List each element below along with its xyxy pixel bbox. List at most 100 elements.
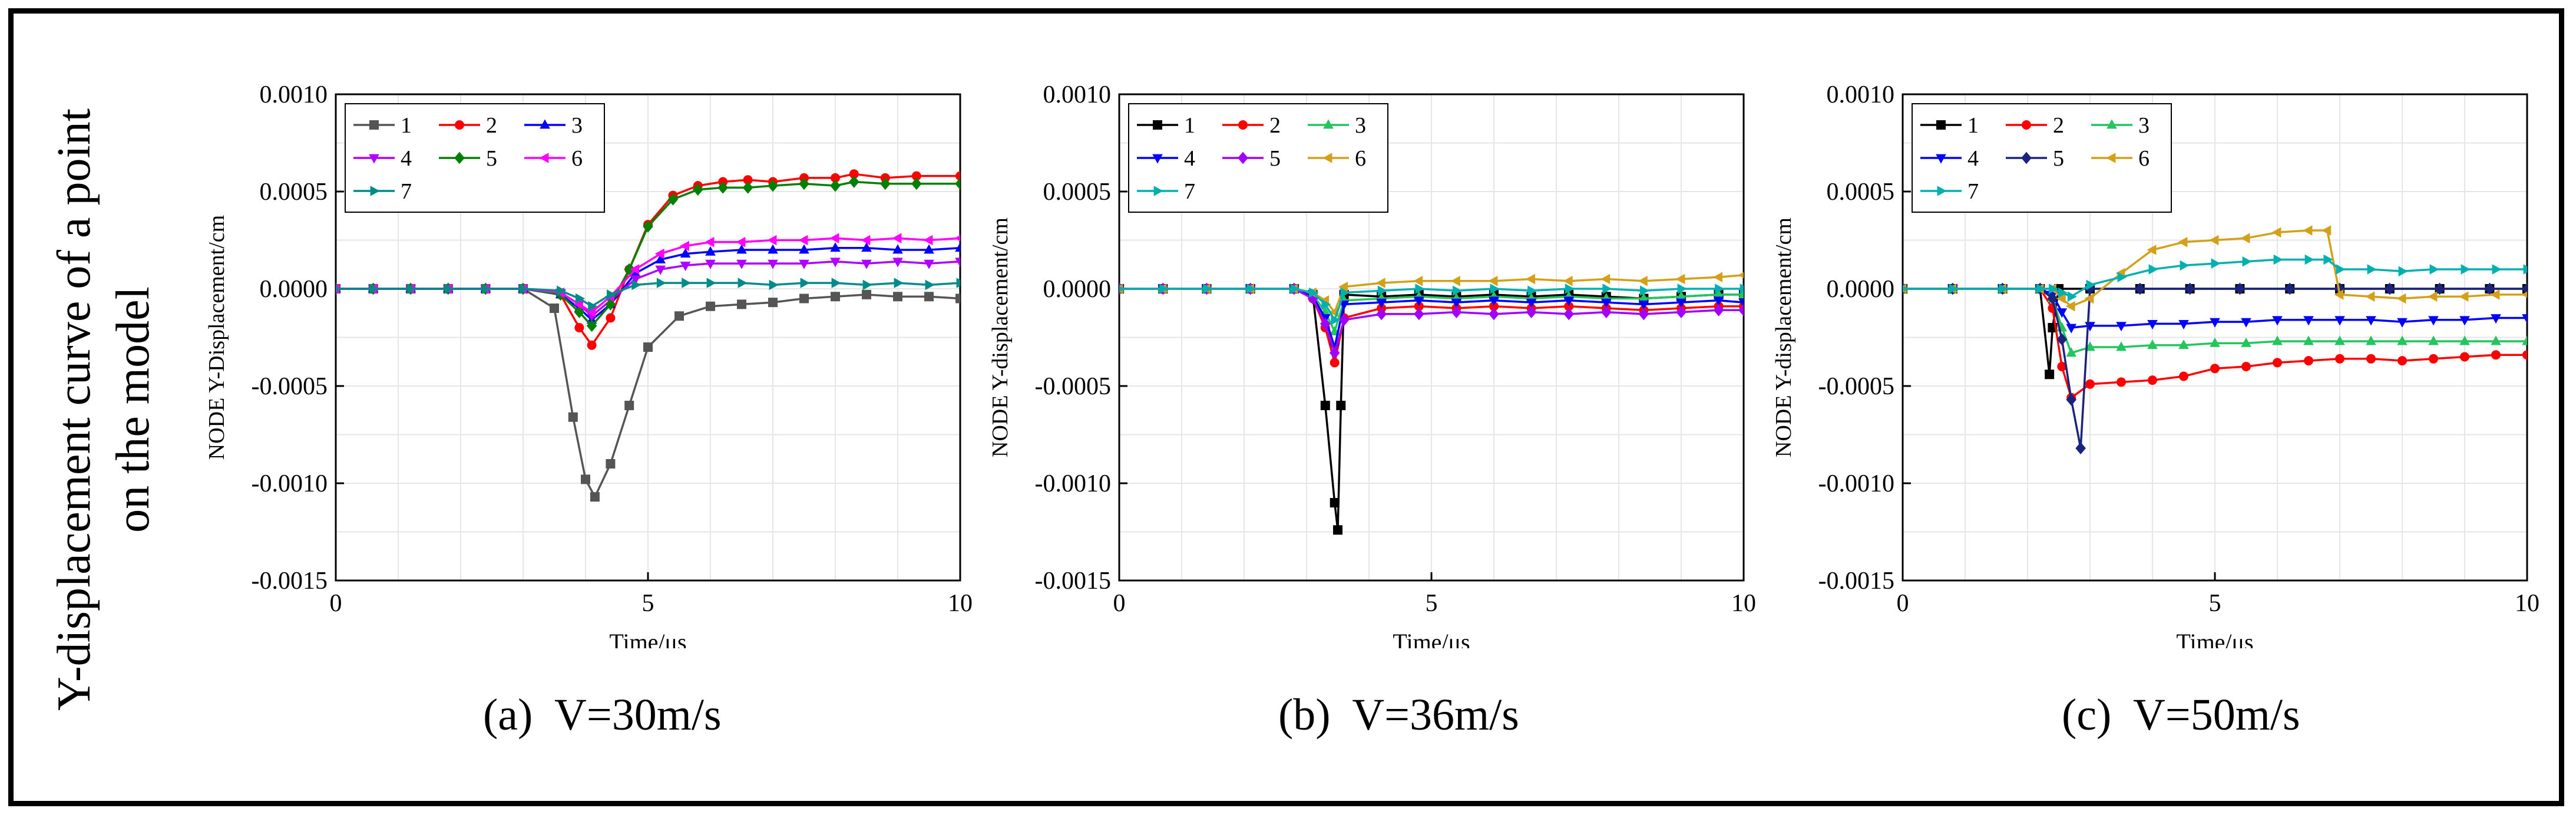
- chart-b: 0.0010 0.0005 0.0000 -0.0005 -0.0010 -0.0015 0…: [978, 59, 1767, 655]
- chart-a-series-6-point: [586, 306, 596, 318]
- chart-b-series-7-point: [1565, 283, 1575, 294]
- chart-a-series-7-point: [656, 278, 666, 288]
- chart-c-series-7: [1903, 254, 2527, 302]
- chart-c-legend-marker-2: [2022, 120, 2031, 130]
- chart-a-series-7-point: [706, 278, 716, 288]
- chart-c-series-2-point: [2398, 356, 2407, 366]
- chart-b-series-6-point: [1450, 276, 1460, 286]
- chart-c-series-2-point: [2148, 375, 2157, 385]
- chart-c-series-3-point: [2272, 335, 2283, 345]
- chart-a-series-7-point: [607, 289, 616, 300]
- chart-c-series-3-point: [2210, 337, 2220, 347]
- chart-c-series-2-point: [2179, 371, 2188, 381]
- chart-c-series-2-point: [2335, 354, 2344, 364]
- chart-c-series-3-point: [2178, 339, 2189, 349]
- chart-c-svg: 0.0010 0.0005 0.0000 -0.0005 -0.0010 -0.00150…: [1771, 81, 2539, 655]
- chart-a-series-6-point: [861, 235, 871, 246]
- chart-b-series-4-point: [1489, 296, 1499, 306]
- chart-b-series-4-point: [1713, 296, 1724, 306]
- chart-b-series-7-point: [1203, 283, 1212, 294]
- chart-a-series-3-point: [861, 242, 872, 252]
- chart-b-series-7-point: [1640, 285, 1649, 296]
- chart-a-series-6-point: [767, 235, 777, 246]
- chart-b-legend-marker-6: [1322, 153, 1332, 163]
- chart-c-series-7-point: [1903, 285, 1909, 292]
- chart-a-series-3-point: [924, 244, 934, 254]
- chart-b-series-7-point: [1527, 285, 1537, 296]
- chart-b-series-5-point: [1738, 304, 1744, 316]
- chart-a-series-1-point: [706, 301, 715, 311]
- chart-b-series-7-point: [1602, 283, 1612, 294]
- chart-a-legend-marker-3: [540, 119, 550, 129]
- chart-c-series-3-point: [2066, 347, 2076, 357]
- chart-a-ytick-label: -0.0015: [252, 568, 328, 595]
- chart-c-series-3-point: [2459, 335, 2470, 345]
- chart-c-series-1-point: [2045, 370, 2055, 380]
- chart-c-series-4-point: [2241, 318, 2251, 328]
- chart-c-series-4-point: [2056, 308, 2068, 318]
- chart-a-legend-marker-6: [539, 153, 549, 163]
- chart-c-legend-label-7: 7: [1967, 179, 1979, 204]
- chart-a-xtick-label: 0: [330, 590, 342, 617]
- chart-a-series-1-point: [674, 311, 684, 321]
- chart-a-series-3-point: [892, 244, 903, 254]
- chart-a-series-5-point: [586, 319, 597, 332]
- chart-a-series-6-point: [573, 299, 583, 310]
- chart-c-series-3-point: [2491, 335, 2501, 345]
- chart-b-legend-label-5: 5: [1269, 146, 1281, 171]
- caption-a: (a) V=30m/s: [483, 690, 722, 740]
- chart-a-legend-label-1: 1: [401, 113, 412, 138]
- chart-a-series-7-point: [800, 278, 810, 288]
- chart-c-series-3-point: [2147, 339, 2158, 349]
- chart-c-series-7-point: [2336, 264, 2346, 275]
- chart-b-legend-marker-1: [1153, 120, 1162, 130]
- chart-a-series-2-point: [849, 169, 859, 179]
- chart-c-series-7-point: [2273, 254, 2283, 265]
- chart-b-ytick-label: 0.0000: [1043, 276, 1112, 303]
- chart-b-series-6-point: [1738, 272, 1744, 279]
- caption-c: (c) V=50m/s: [2062, 690, 2300, 740]
- chart-c-legend-label-4: 4: [1967, 146, 1979, 171]
- chart-a-series-7-point: [738, 278, 748, 288]
- chart-c-legend-label-1: 1: [1967, 113, 1979, 138]
- chart-c-legend-marker-1: [1936, 120, 1946, 130]
- chart-a-ytick-label: 0.0010: [260, 81, 328, 108]
- chart-a-series-6-point: [954, 235, 960, 242]
- chart-a-series-4-point: [892, 258, 903, 268]
- chart-c-series-4-point: [2147, 320, 2158, 329]
- chart-a-series-7-point: [682, 278, 692, 288]
- chart-b-ytick-label: -0.0005: [1035, 373, 1112, 400]
- chart-a-series-1-point: [606, 459, 616, 469]
- chart-b-series-6-point: [1526, 273, 1535, 285]
- chart-a-series-2-point: [606, 313, 616, 323]
- chart-a-svg: 0.0010 0.0005 0.0000 -0.0005 -0.0010 -0.00150…: [204, 81, 973, 655]
- chart-c-series-2-point: [2241, 362, 2251, 371]
- chart-a-series-2-point: [911, 171, 921, 181]
- chart-c-series-6-point: [2322, 225, 2332, 236]
- chart-a-series-4-point: [799, 259, 809, 269]
- chart-b-ytick-label: 0.0010: [1043, 81, 1112, 108]
- chart-a-xtick-label: 5: [642, 590, 654, 617]
- chart-a-series-7-point: [482, 283, 491, 294]
- chart-b-xtick-label: 10: [1731, 590, 1756, 617]
- chart-b-ytick-label: -0.0010: [1035, 470, 1112, 497]
- chart-b-legend-marker-7: [1153, 186, 1163, 196]
- chart-c-series-6-point: [2056, 293, 2066, 304]
- chart-c-series-2-point: [2366, 354, 2376, 364]
- chart-b-legend-label-1: 1: [1184, 113, 1195, 138]
- chart-a-ytick-label: 0.0005: [260, 179, 328, 206]
- chart-b-series-3-point: [1638, 292, 1649, 302]
- chart-a-series-3-point: [768, 244, 778, 254]
- chart-a-series-3-point: [655, 253, 666, 263]
- chart-a-series-7-point: [369, 283, 379, 294]
- chart-a-legend-label-3: 3: [571, 113, 583, 138]
- chart-c-legend-marker-6: [2106, 153, 2116, 163]
- chart-c-series-7-point: [2211, 258, 2221, 269]
- chart-b-series-1-point: [1336, 401, 1346, 410]
- chart-a-series-7-point: [336, 285, 342, 292]
- chart-c-series-6-point: [2365, 291, 2375, 302]
- chart-a-xtick-label: 10: [948, 590, 973, 617]
- chart-a-series-4-point: [924, 259, 934, 269]
- chart-c-series-4-point: [2116, 322, 2127, 332]
- chart-a-legend-label-2: 2: [486, 113, 497, 138]
